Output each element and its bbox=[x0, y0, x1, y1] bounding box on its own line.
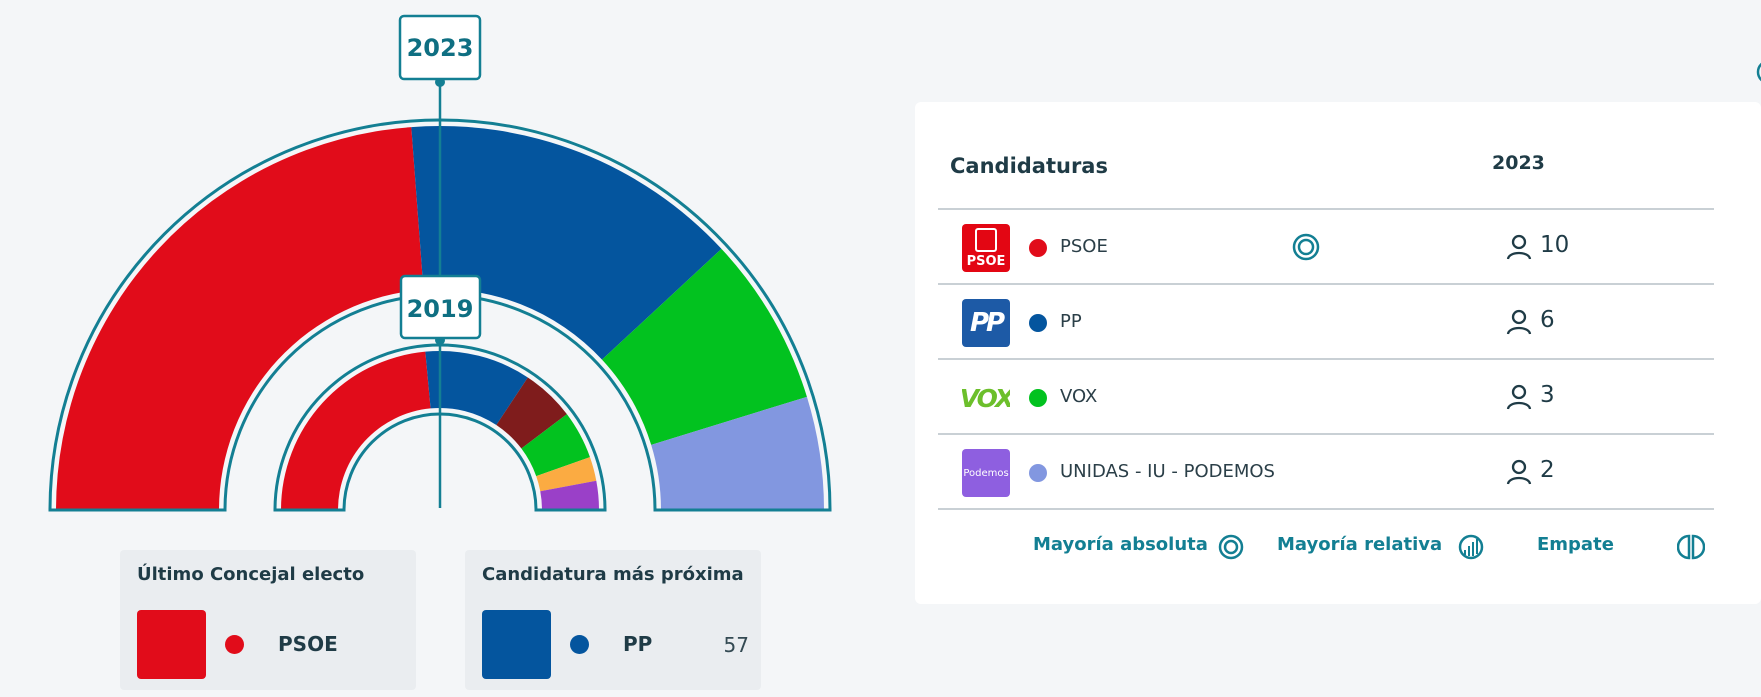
year-label-2023: 2023 bbox=[407, 34, 474, 62]
header-candidaturas: Candidaturas bbox=[950, 154, 1108, 178]
inner-ring-2019 bbox=[273, 343, 607, 512]
seat-2019-slice-1[interactable] bbox=[281, 351, 431, 510]
person-icon bbox=[1506, 384, 1532, 410]
closest-candidate-votes: 57 bbox=[723, 633, 749, 657]
party-name: PP bbox=[1060, 311, 1082, 332]
last-councillor-title: Último Concejal electo bbox=[137, 564, 365, 585]
legend-tie: Empate bbox=[1537, 534, 1614, 555]
table-row[interactable]: PSOE PSOE 10 bbox=[938, 208, 1714, 285]
relative-majority-icon bbox=[1458, 534, 1484, 560]
party-name: UNIDAS - IU - PODEMOS bbox=[1060, 461, 1275, 482]
last-councillor-party: PSOE bbox=[278, 632, 338, 656]
seat-2019-slice-4[interactable] bbox=[521, 414, 590, 477]
year-label-2019: 2019 bbox=[407, 295, 474, 323]
legend-relative-majority: Mayoría relativa bbox=[1277, 534, 1443, 555]
closest-candidate-card: Candidatura más próxima PP 57 bbox=[465, 550, 761, 690]
seat-2023-slice-unidas-iu-podemos[interactable] bbox=[651, 396, 824, 510]
party-color-dot bbox=[1029, 389, 1047, 407]
pp-logo-icon: PP bbox=[962, 299, 1010, 347]
year-box-2019[interactable]: 2019 bbox=[399, 274, 482, 340]
person-icon bbox=[1506, 309, 1532, 335]
party-color-dot bbox=[1029, 464, 1047, 482]
seat-2023-slice-vox[interactable] bbox=[602, 248, 807, 445]
header-year: 2023 bbox=[1492, 152, 1545, 174]
podemos-logo-icon: Podemos bbox=[962, 449, 1010, 497]
seat-count: 6 bbox=[1540, 307, 1555, 333]
hemicycle-chart: 2023 2019 bbox=[48, 14, 832, 512]
closest-candidate-title: Candidatura más próxima bbox=[482, 564, 744, 585]
person-icon bbox=[1506, 459, 1532, 485]
partial-edge-icon bbox=[1756, 62, 1761, 82]
seat-2023-slice-pp[interactable] bbox=[411, 126, 722, 360]
table-row[interactable]: Podemos UNIDAS - IU - PODEMOS 2 bbox=[938, 433, 1714, 510]
seat-2019-slice-2[interactable] bbox=[425, 351, 528, 425]
seat-2019-slice-3[interactable] bbox=[496, 377, 567, 449]
tie-icon bbox=[1677, 534, 1705, 560]
closest-candidate-swatch bbox=[482, 610, 551, 679]
seat-2019-slice-6[interactable] bbox=[540, 480, 599, 510]
psoe-logo-icon: PSOE bbox=[962, 224, 1010, 272]
last-councillor-swatch bbox=[137, 610, 206, 679]
year-box-2023[interactable]: 2023 bbox=[398, 14, 482, 81]
closest-candidate-party: PP bbox=[623, 632, 653, 656]
seat-2019-slice-5[interactable] bbox=[536, 457, 597, 492]
absolute-majority-icon bbox=[1218, 534, 1244, 560]
ring-outline bbox=[48, 118, 832, 512]
ring-outline bbox=[273, 343, 607, 512]
results-table: Candidaturas 2023 PSOE PSOE 10 PP PP 6 V… bbox=[915, 102, 1761, 604]
last-councillor-dot bbox=[225, 635, 244, 654]
outer-ring-2023 bbox=[48, 118, 832, 512]
table-row[interactable]: VOX VOX 3 bbox=[938, 358, 1714, 435]
party-name: VOX bbox=[1060, 386, 1098, 407]
seat-count: 10 bbox=[1540, 232, 1570, 258]
person-icon bbox=[1506, 234, 1532, 260]
legend-absolute-majority: Mayoría absoluta bbox=[1033, 534, 1208, 555]
party-color-dot bbox=[1029, 314, 1047, 332]
party-name: PSOE bbox=[1060, 236, 1108, 257]
seat-2023-slice-psoe[interactable] bbox=[56, 127, 424, 511]
party-color-dot bbox=[1029, 239, 1047, 257]
vox-logo-icon: VOX bbox=[962, 383, 1010, 413]
absolute-majority-icon bbox=[1292, 233, 1320, 261]
last-councillor-card: Último Concejal electo PSOE bbox=[120, 550, 416, 690]
closest-candidate-dot bbox=[570, 635, 589, 654]
seat-count: 3 bbox=[1540, 382, 1555, 408]
seat-count: 2 bbox=[1540, 457, 1555, 483]
table-row[interactable]: PP PP 6 bbox=[938, 283, 1714, 360]
